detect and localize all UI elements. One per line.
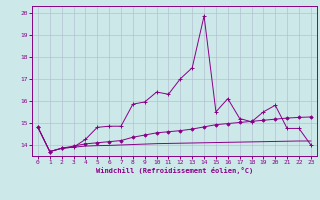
X-axis label: Windchill (Refroidissement éolien,°C): Windchill (Refroidissement éolien,°C)	[96, 167, 253, 174]
